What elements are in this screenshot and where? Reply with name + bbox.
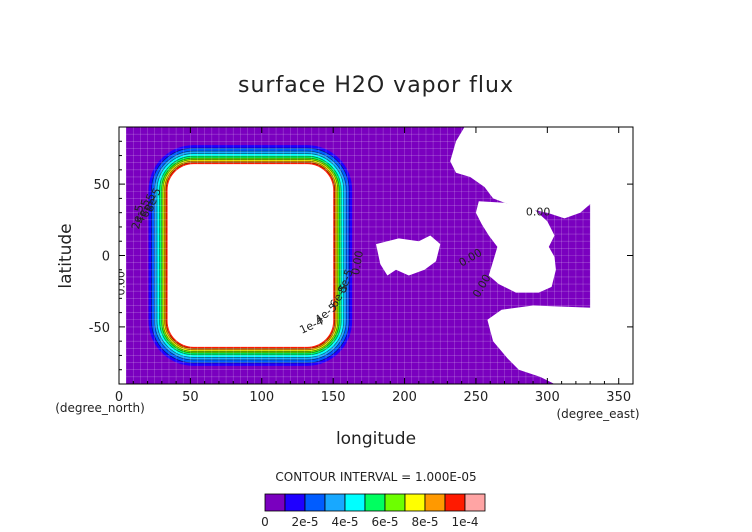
- missing-region-3: [376, 235, 441, 276]
- colorbar-tick-label: 2e-5: [292, 515, 319, 529]
- x-unit-label: (degree_east): [556, 407, 639, 421]
- missing-region-1: [475, 201, 556, 293]
- missing-data-layer: [376, 127, 633, 384]
- contour-interval-text: CONTOUR INTERVAL = 1.000E-05: [275, 470, 476, 484]
- colorbar-tick-label: 4e-5: [332, 515, 359, 529]
- missing-region-0: [450, 127, 633, 219]
- colorbar-swatch: [424, 493, 446, 512]
- y-unit-label: (degree_north): [55, 401, 145, 415]
- colorbar-swatch: [344, 493, 366, 512]
- y-axis: -50 0 50: [89, 140, 633, 371]
- contour-label: 0.00: [115, 271, 128, 296]
- colorbar-tick-label: 6e-5: [372, 515, 399, 529]
- y-tick-label: 50: [93, 178, 110, 193]
- colorbar-swatch: [264, 493, 286, 512]
- colorbar-tick-label: 0: [261, 515, 269, 529]
- contour-band-9: [167, 164, 334, 347]
- colorbar-swatch: [364, 493, 386, 512]
- y-tick-label: 0: [102, 250, 110, 265]
- colorbar-swatch: [384, 493, 406, 512]
- colorbar-swatch: [324, 493, 346, 512]
- x-tick-label: 250: [464, 390, 489, 405]
- colorbar-tick-label: 1e-4: [452, 515, 479, 529]
- colorbar-swatch: [304, 493, 326, 512]
- x-tick-label: 50: [182, 390, 199, 405]
- x-tick-label: 200: [392, 390, 417, 405]
- x-tick-label: 0: [115, 390, 123, 405]
- chart-title: surface H2O vapor flux: [238, 73, 514, 98]
- x-tick-label: 100: [249, 390, 274, 405]
- y-tick-label: -50: [89, 321, 110, 336]
- contour-label: 0.00: [349, 250, 366, 276]
- missing-region-2: [487, 305, 633, 384]
- plot-area: 0.001e-44e-56e-58e-52e-54e-56e-58e-50.00…: [115, 127, 633, 384]
- x-axis: 0 50 100 150 200 250 300 350: [115, 127, 634, 405]
- colorbar-swatch: [284, 493, 306, 512]
- x-tick-label: 300: [535, 390, 560, 405]
- colorbar-swatch: [404, 493, 426, 512]
- x-tick-label: 150: [321, 390, 346, 405]
- colorbar-swatch: [464, 493, 486, 512]
- x-axis-title: longitude: [336, 429, 416, 449]
- y-axis-title: latitude: [56, 223, 76, 288]
- colorbar-swatch: [444, 493, 466, 512]
- x-tick-label: 350: [606, 390, 631, 405]
- colorbar: 0 2e-5 4e-5 6e-5 8e-5 1e-4: [261, 493, 486, 529]
- colorbar-tick-label: 8e-5: [412, 515, 439, 529]
- contour-label: 2e-5: [129, 204, 146, 231]
- contour-label: 0.00: [526, 206, 551, 219]
- missing-region-4: [590, 127, 633, 384]
- contour-label: 4e-5: [134, 198, 153, 225]
- gridlines: [119, 127, 633, 384]
